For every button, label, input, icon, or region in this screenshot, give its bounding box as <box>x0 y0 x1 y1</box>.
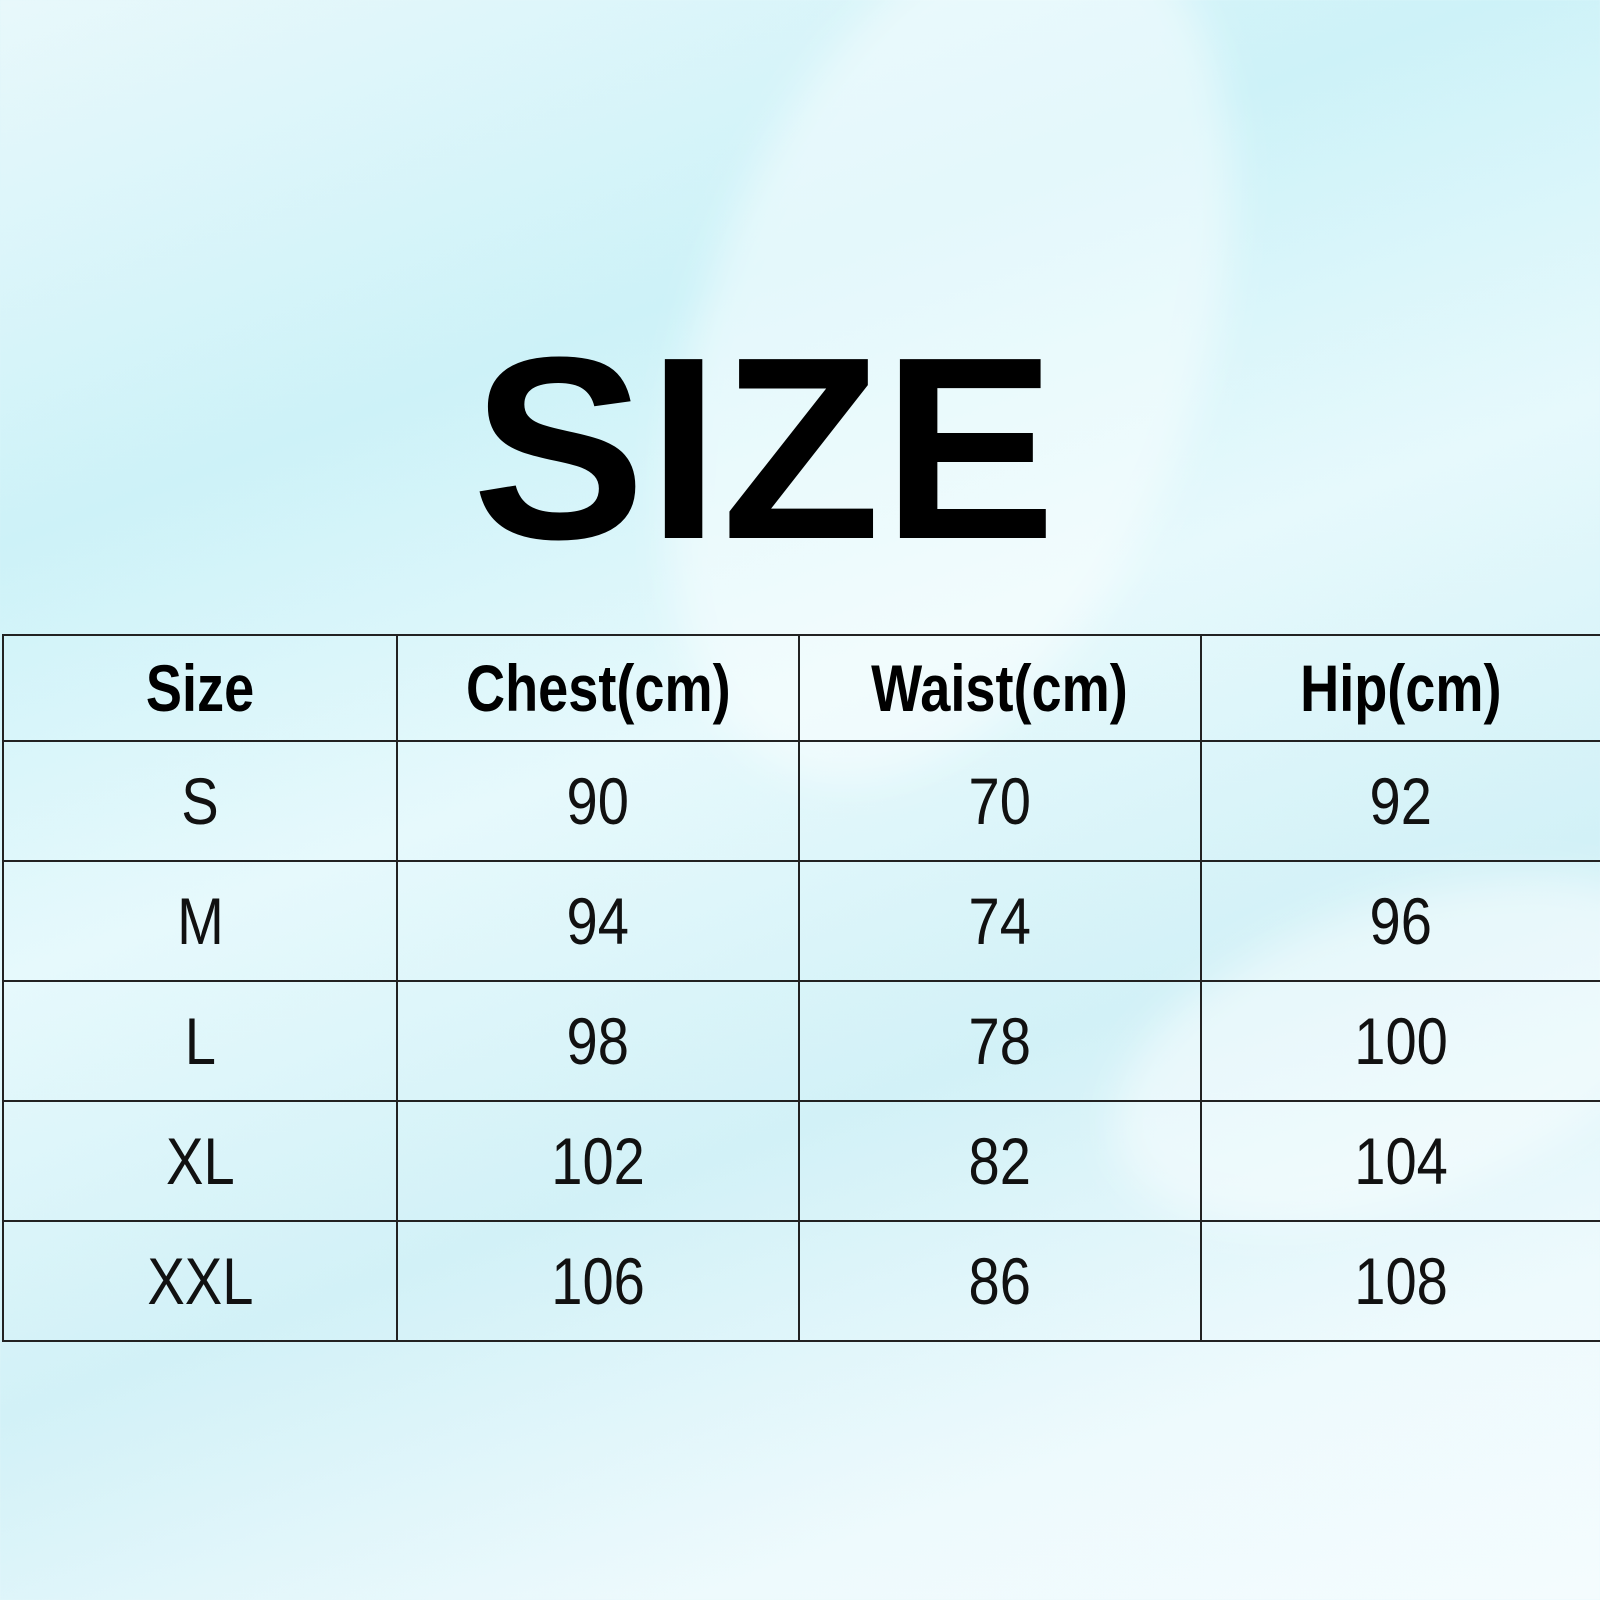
table-cell: 92 <box>1199 740 1600 862</box>
table-cell: L <box>1 980 399 1102</box>
cell-value: XXL <box>147 1244 254 1318</box>
cell-value: 92 <box>1369 764 1432 838</box>
table-cell: 100 <box>1199 980 1600 1102</box>
table-row: XL 102 82 104 <box>1 1100 1600 1222</box>
column-header: Hip(cm) <box>1199 634 1600 742</box>
cell-value: 82 <box>968 1124 1031 1198</box>
table-cell: S <box>1 740 399 862</box>
table-cell: 98 <box>396 980 800 1102</box>
cell-value: 90 <box>566 764 630 838</box>
cell-value: 108 <box>1353 1244 1448 1318</box>
table-cell: 108 <box>1199 1220 1600 1342</box>
table-cell: 106 <box>396 1220 800 1342</box>
cell-value: 96 <box>1369 884 1432 958</box>
page-title: SIZE <box>472 304 1058 594</box>
table-cell: 70 <box>797 740 1202 862</box>
cell-value: 78 <box>968 1004 1031 1078</box>
table-cell: 90 <box>396 740 800 862</box>
table-cell: 82 <box>797 1100 1202 1222</box>
table-row: XXL 106 86 108 <box>1 1220 1600 1342</box>
cell-value: 104 <box>1353 1124 1448 1198</box>
cell-value: XL <box>165 1124 235 1198</box>
cell-value: 98 <box>566 1004 630 1078</box>
column-header-label: Waist(cm) <box>871 651 1128 725</box>
column-header: Waist(cm) <box>797 634 1202 742</box>
cell-value: 102 <box>551 1124 645 1198</box>
table-cell: 96 <box>1199 860 1600 982</box>
table-cell: 94 <box>396 860 800 982</box>
table-row: S 90 70 92 <box>1 740 1600 862</box>
size-chart-table: Size Chest(cm) Waist(cm) Hip(cm) S 90 70 92 M 94… <box>1 634 1600 1342</box>
cell-value: 86 <box>968 1244 1031 1318</box>
table-row: M 94 74 96 <box>1 860 1600 982</box>
cell-value: 74 <box>968 884 1031 958</box>
column-header-label: Chest(cm) <box>465 651 731 725</box>
table-cell: XL <box>1 1100 399 1222</box>
table-cell: 78 <box>797 980 1202 1102</box>
table-header-row: Size Chest(cm) Waist(cm) Hip(cm) <box>1 634 1600 742</box>
table-row: L 98 78 100 <box>1 980 1600 1102</box>
cell-value: L <box>184 1004 216 1078</box>
cell-value: 106 <box>551 1244 645 1318</box>
cell-value: S <box>181 764 219 838</box>
table-cell: 102 <box>396 1100 800 1222</box>
column-header: Chest(cm) <box>396 634 800 742</box>
cell-value: 70 <box>968 764 1031 838</box>
cell-value: 94 <box>566 884 630 958</box>
column-header-label: Hip(cm) <box>1300 651 1502 725</box>
table-cell: 104 <box>1199 1100 1600 1222</box>
table-cell: 86 <box>797 1220 1202 1342</box>
table-cell: XXL <box>1 1220 399 1342</box>
column-header: Size <box>1 634 399 742</box>
table-cell: M <box>1 860 399 982</box>
cell-value: M <box>176 884 224 958</box>
column-header-label: Size <box>145 651 255 725</box>
table-cell: 74 <box>797 860 1202 982</box>
cell-value: 100 <box>1353 1004 1448 1078</box>
